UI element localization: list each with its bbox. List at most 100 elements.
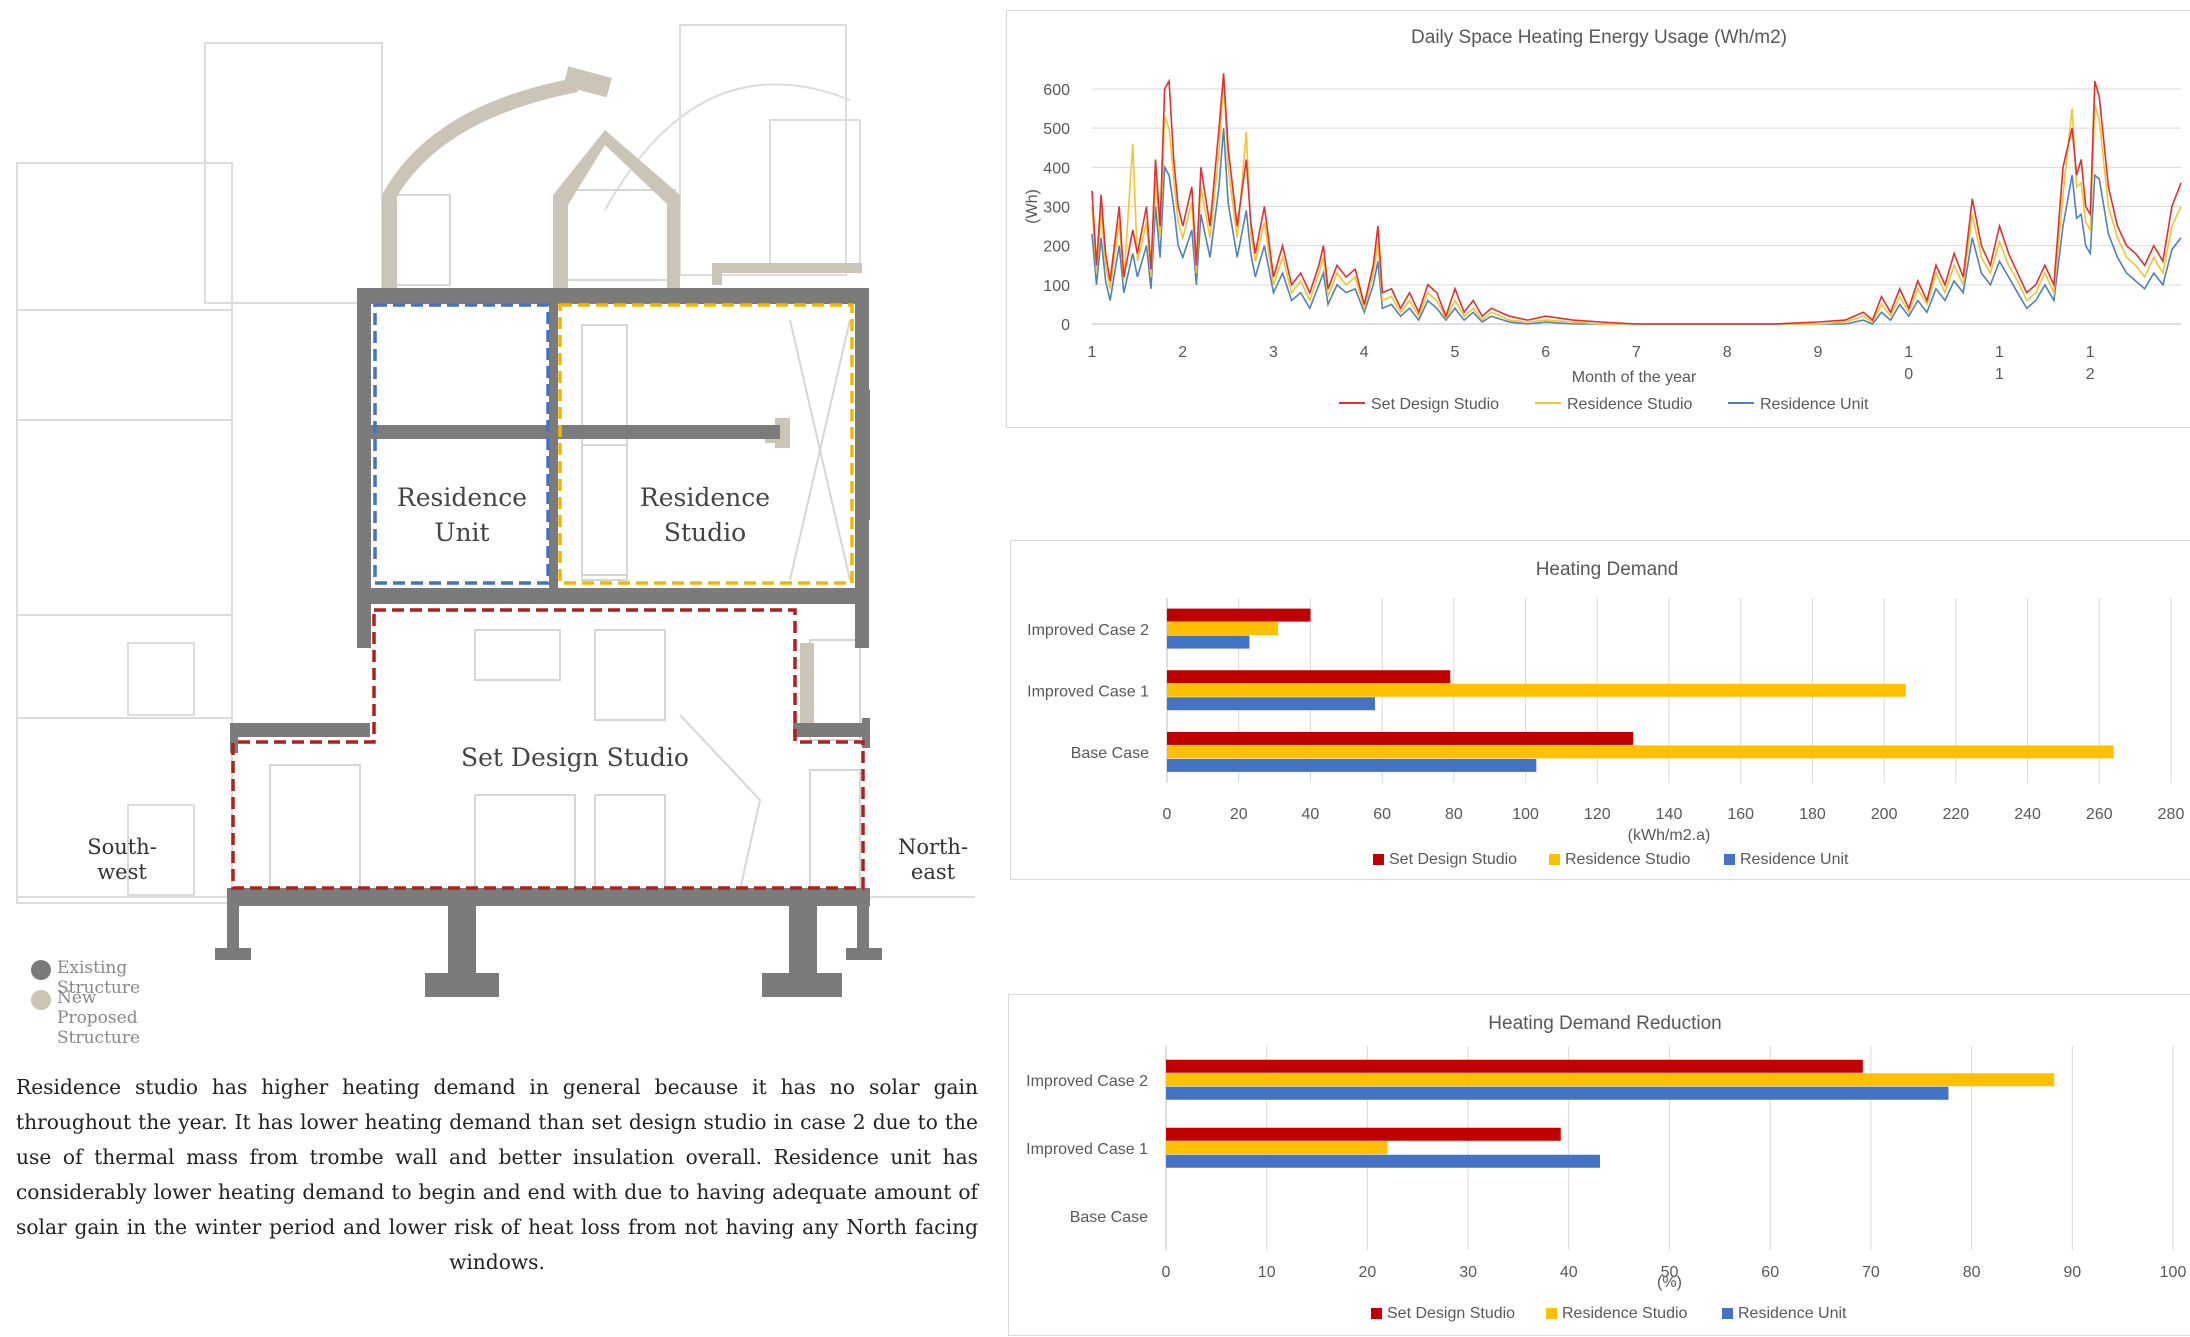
set-design-studio-zone [231, 608, 865, 890]
x-tick-label: 30 [1459, 1264, 1477, 1281]
x-tick-label: 6 [1541, 344, 1550, 361]
x-tick-label: 4 [1360, 344, 1369, 361]
x-tick-label: 8 [1723, 344, 1732, 361]
southwest-label-line2: west [97, 860, 147, 884]
legend-swatch-set-design-studio [1373, 854, 1384, 865]
legend-label-residence-studio: Residence Studio [1562, 1305, 1688, 1322]
legend-label-residence-unit: Residence Unit [1760, 396, 1869, 413]
x-tick-label: 2 [1178, 344, 1187, 361]
bar-improved-case-1-residence-studio [1166, 1141, 1388, 1155]
legend-label-residence-unit: Residence Unit [1738, 1305, 1847, 1322]
section-drawing [16, 24, 975, 1010]
x-tick-label: 40 [1560, 1264, 1578, 1281]
category-label-base-case: Base Case [1070, 1209, 1148, 1226]
x-tick-label: 120 [1584, 806, 1611, 823]
y-tick-label: 100 [1043, 278, 1070, 295]
proposed-structure-dot [31, 990, 51, 1010]
description-paragraph: Residence studio has higher heating dema… [16, 1075, 978, 1274]
y-tick-label: 500 [1043, 121, 1070, 138]
x-tick-label: 1 [1088, 344, 1097, 361]
category-label-improved-case-2: Improved Case 2 [1027, 622, 1149, 639]
residence-studio-label: Residence Studio [625, 480, 785, 550]
x-tick-label: 1 [1995, 344, 2004, 361]
bar-improved-case-2-set-design-studio [1167, 608, 1311, 622]
y-tick-label: 200 [1043, 239, 1070, 256]
x-tick-label: 5 [1451, 344, 1460, 361]
southwest-label: South- west [72, 835, 172, 885]
bar-improved-case-2-residence-studio [1167, 622, 1279, 636]
bar-improved-case-1-set-design-studio [1167, 670, 1451, 684]
heating-demand-svg: Heating Demand 0 20 40 60 80 100 120 140 160 180 20… [1027, 559, 2185, 868]
x-tick-label: 160 [1727, 806, 1754, 823]
legend-label-set-design-studio: Set Design Studio [1371, 396, 1499, 413]
bar-improved-case-2-residence-unit [1167, 635, 1250, 649]
category-label-improved-case-1: Improved Case 1 [1026, 1141, 1148, 1158]
y-tick-label: 0 [1061, 317, 1070, 334]
x-axis-label: Month of the year [1572, 369, 1697, 386]
x-tick-label: 240 [2014, 806, 2041, 823]
bar-base-case-set-design-studio [1167, 731, 1634, 745]
x-tick-label: 10 [1258, 1264, 1276, 1281]
legend-label-residence-studio: Residence Studio [1567, 396, 1693, 413]
x-tick-label: 9 [1814, 344, 1823, 361]
set-design-studio-label: Set Design Studio [461, 743, 689, 772]
legend-label-residence-studio: Residence Studio [1565, 851, 1691, 868]
x-tick-label: 0 [1163, 806, 1172, 823]
residence-unit-label-line2: Unit [434, 518, 490, 547]
legend-proposed: New Proposed Structure [57, 988, 141, 1048]
bar-improved-case-2-residence-studio [1166, 1073, 2055, 1087]
x-tick-label: 1 [2086, 344, 2095, 361]
x-tick-label: 140 [1656, 806, 1683, 823]
legend-swatch-residence-studio [1546, 1308, 1557, 1319]
legend-label-set-design-studio: Set Design Studio [1389, 851, 1517, 868]
existing-structure [215, 288, 882, 997]
chart-daily-heating: Daily Space Heating Energy Usage (Wh/m2)… [1006, 10, 2190, 428]
series-line-set-design-studio [1091, 73, 2182, 325]
chart-heating-reduction: Heating Demand Reduction 0 10 20 30 40 50 60 70 8… [1008, 994, 2190, 1336]
line-chart-svg: Daily Space Heating Energy Usage (Wh/m2)… [1024, 27, 2182, 413]
bar-improved-case-1-residence-unit [1166, 1154, 1601, 1168]
northeast-label-line2: east [910, 860, 956, 884]
category-label-improved-case-2: Improved Case 2 [1026, 1073, 1148, 1090]
x-tick-label: 180 [1799, 806, 1826, 823]
x-tick-label: 220 [1943, 806, 1970, 823]
x-tick-label: 90 [2063, 1264, 2081, 1281]
x-tick-label: 200 [1871, 806, 1898, 823]
y-axis-label: (Wh) [1024, 189, 1041, 224]
residence-unit-label: Residence Unit [382, 480, 542, 550]
x-tick-label: 80 [1445, 806, 1463, 823]
x-tick-label: 20 [1359, 1264, 1377, 1281]
legend-swatch-residence-unit [1724, 854, 1735, 865]
x-tick-label: 0 [1162, 1264, 1171, 1281]
x-tick-label: 1 [1995, 366, 2004, 383]
x-tick-label: 50 [1661, 1264, 1679, 1281]
y-tick-label: 400 [1043, 160, 1070, 177]
x-tick-label: 280 [2158, 806, 2185, 823]
category-label-improved-case-1: Improved Case 1 [1027, 684, 1149, 701]
x-axis-label: (%) [1657, 1274, 1682, 1291]
x-tick-label: 2 [2086, 366, 2095, 383]
bar-improved-case-1-residence-unit [1167, 697, 1375, 711]
x-tick-label: 100 [2160, 1264, 2187, 1281]
x-tick-label: 0 [1904, 366, 1913, 383]
x-tick-label: 80 [1963, 1264, 1981, 1281]
bar-improved-case-1-set-design-studio [1166, 1127, 1561, 1141]
legend-swatch-set-design-studio [1371, 1308, 1382, 1319]
x-tick-label: 60 [1761, 1264, 1779, 1281]
x-tick-label: 260 [2086, 806, 2113, 823]
residence-studio-zone [558, 303, 854, 585]
legend-swatch-residence-unit [1722, 1308, 1733, 1319]
y-tick-label: 600 [1043, 82, 1070, 99]
northeast-label: North- east [883, 835, 983, 885]
residence-studio-label-line2: Studio [663, 518, 747, 547]
residence-unit-zone [373, 303, 550, 585]
x-tick-label: 100 [1512, 806, 1539, 823]
x-tick-label: 70 [1862, 1264, 1880, 1281]
category-label-base-case: Base Case [1071, 745, 1149, 762]
x-tick-label: 1 [1904, 344, 1913, 361]
bar-base-case-residence-studio [1167, 745, 2114, 759]
x-tick-label: 7 [1632, 344, 1641, 361]
residence-unit-label-line1: Residence [396, 483, 528, 512]
northeast-label-line1: North- [897, 835, 969, 859]
x-axis-label: (kWh/m2.a) [1628, 827, 1711, 844]
